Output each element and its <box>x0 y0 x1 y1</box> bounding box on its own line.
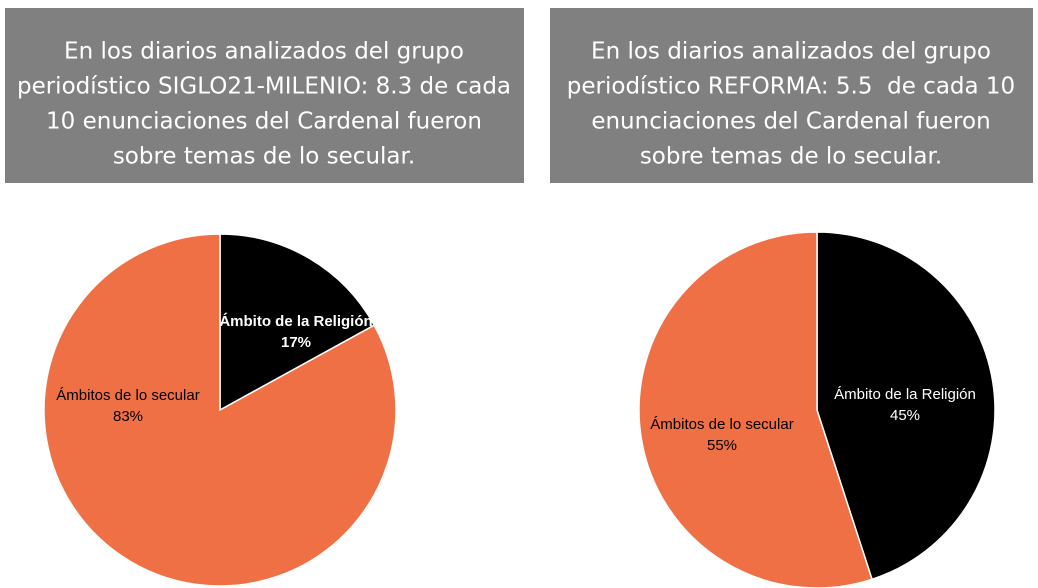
slice-value-label: 83% <box>113 408 143 425</box>
header-text: periodístico REFORMA: 5.5 de cada 10 <box>567 74 1015 100</box>
header-text: En los diarios analizados del grupo <box>591 39 991 65</box>
header-text: periodístico SIGLO21-MILENIO: 8.3 de cad… <box>17 74 511 100</box>
slice-label: Ámbitos de lo secular <box>56 387 199 404</box>
pie-slice <box>816 231 996 581</box>
pie-slice <box>219 233 376 412</box>
header-text: sobre temas de lo secular. <box>640 144 942 170</box>
slice-label: Ámbitos de lo secular <box>650 416 793 433</box>
header-text: sobre temas de lo secular. <box>113 144 415 170</box>
header-text: enunciaciones del Cardenal fueron <box>591 109 990 135</box>
header-box <box>5 8 524 183</box>
pie-slice <box>43 233 397 587</box>
pie-slice <box>638 231 873 588</box>
slice-label: Ámbito de la Religión <box>834 386 976 403</box>
header-box <box>550 8 1033 183</box>
slice-value-label: 17% <box>281 334 311 351</box>
header-text: 10 enunciaciones del Cardenal fueron <box>46 109 482 135</box>
slice-value-label: 55% <box>707 437 737 454</box>
slice-label: Ámbito de la Religión <box>219 313 372 330</box>
slice-value-label: 45% <box>890 407 920 424</box>
header-text: En los diarios analizados del grupo <box>64 39 464 65</box>
